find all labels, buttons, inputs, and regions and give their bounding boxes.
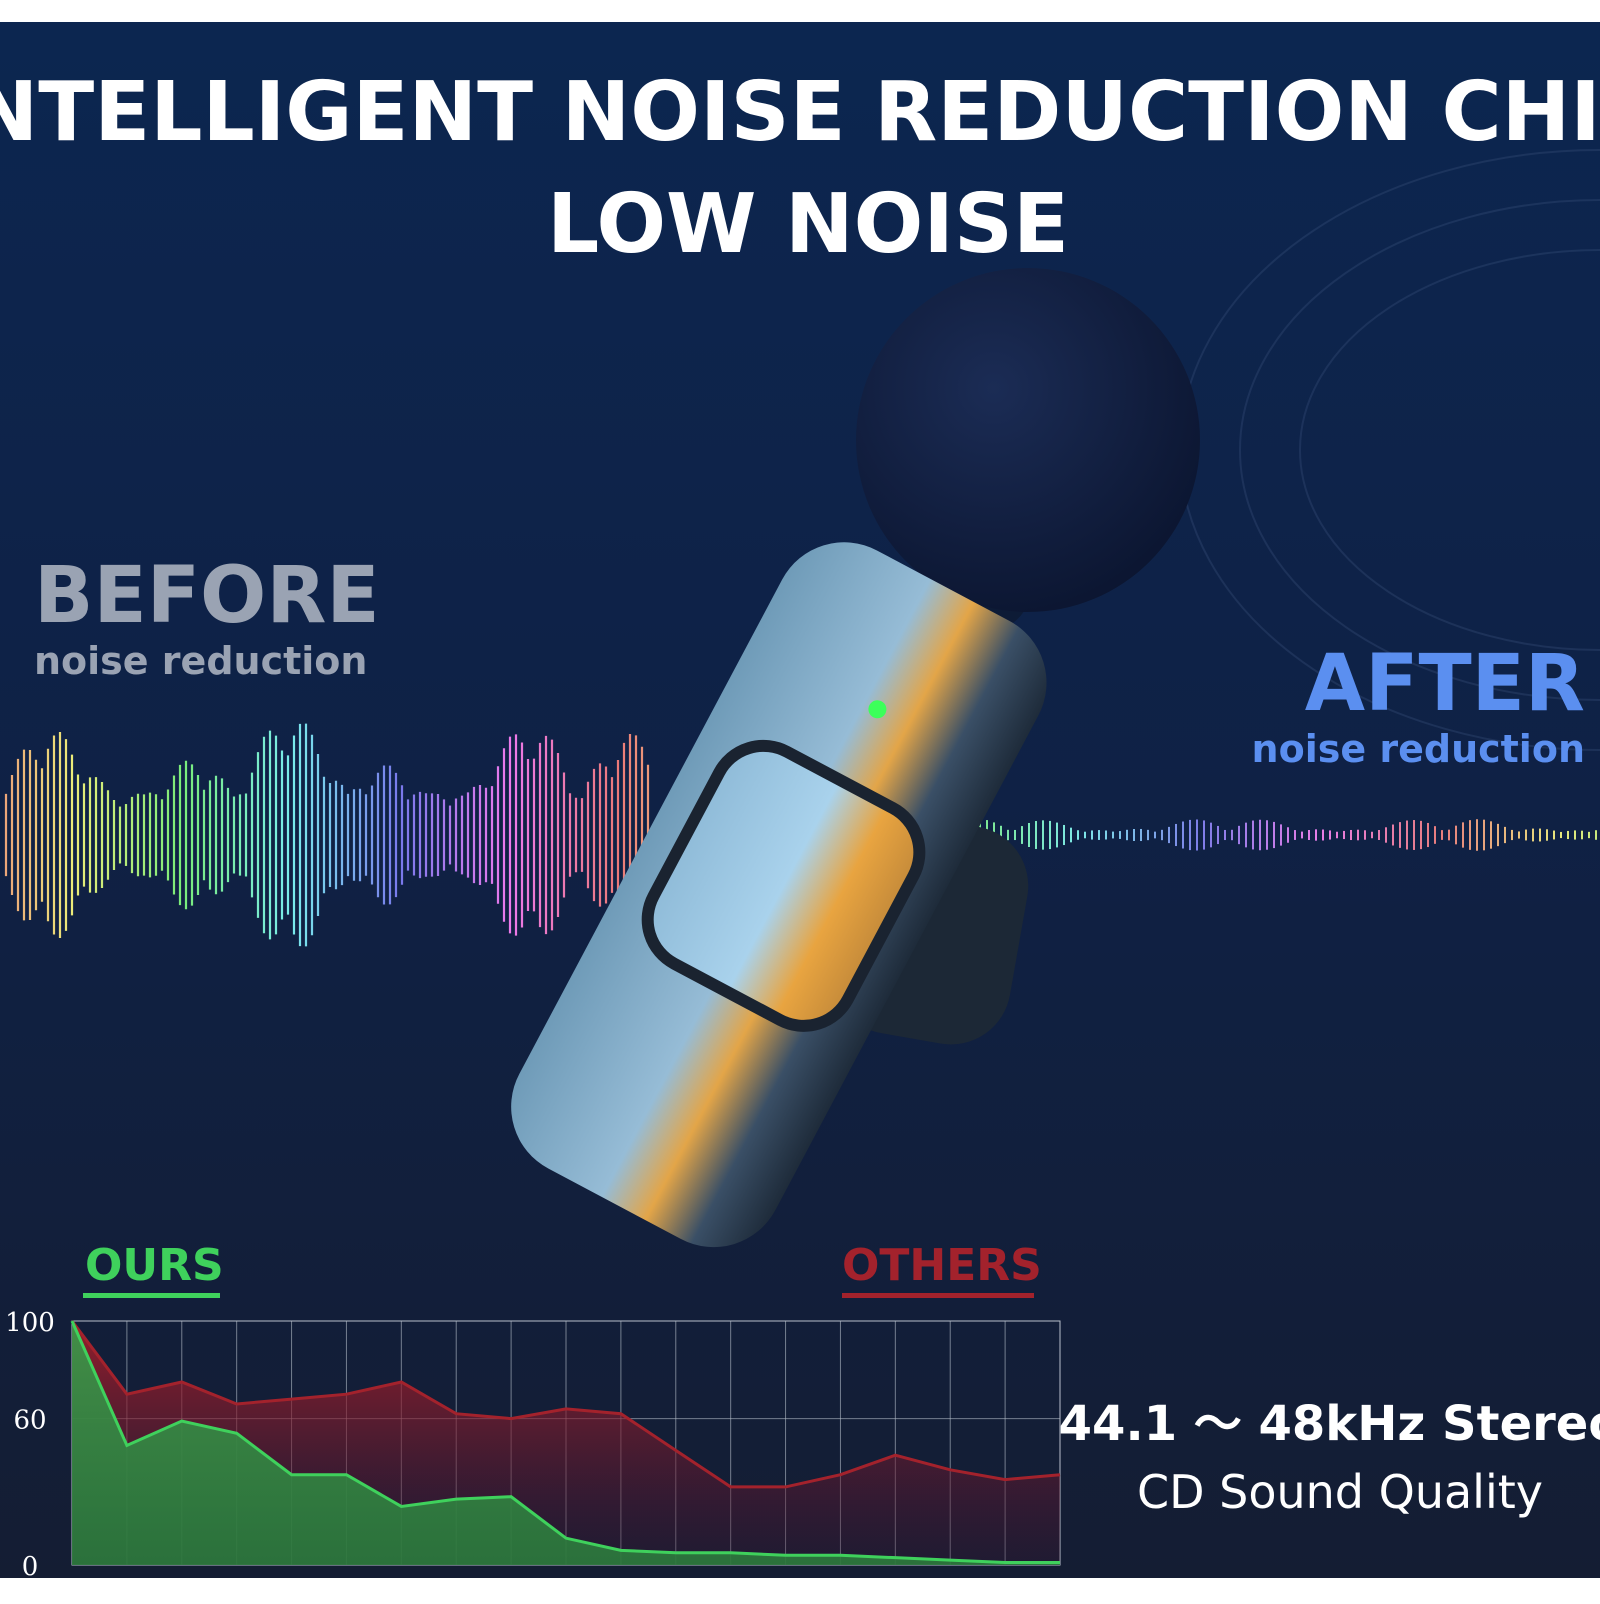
mic-button [641, 739, 926, 1032]
y-tick-label: 0 [22, 1552, 39, 1582]
before-label: BEFORE [34, 551, 380, 641]
spec-line: CD Sound Quality [1137, 1465, 1543, 1519]
mic-foam [856, 268, 1200, 612]
title: INTELLIGENT NOISE REDUCTION CHIP [0, 65, 1600, 160]
legend-underline [842, 1293, 1034, 1298]
after-sublabel: noise reduction [1252, 727, 1585, 771]
after-label: AFTER [1305, 639, 1585, 729]
series-line [70, 1320, 1060, 1565]
y-tick-label: 60 [13, 1406, 46, 1436]
chart: 0 60 100 [5, 1308, 1061, 1582]
series-line [70, 1320, 1061, 1489]
title: LOW NOISE [547, 177, 1069, 272]
area [72, 1321, 1060, 1565]
before-sublabel: noise reduction [34, 639, 367, 683]
y-tick-label: 100 [5, 1308, 55, 1338]
mic-led [868, 700, 887, 719]
legend-label: OTHERS [842, 1240, 1042, 1291]
spec-line: 44.1 ～ 48kHz Stereo [1059, 1396, 1600, 1452]
legend-underline [83, 1293, 220, 1298]
legend-label: OURS [85, 1240, 224, 1291]
microphone [511, 268, 1200, 1248]
